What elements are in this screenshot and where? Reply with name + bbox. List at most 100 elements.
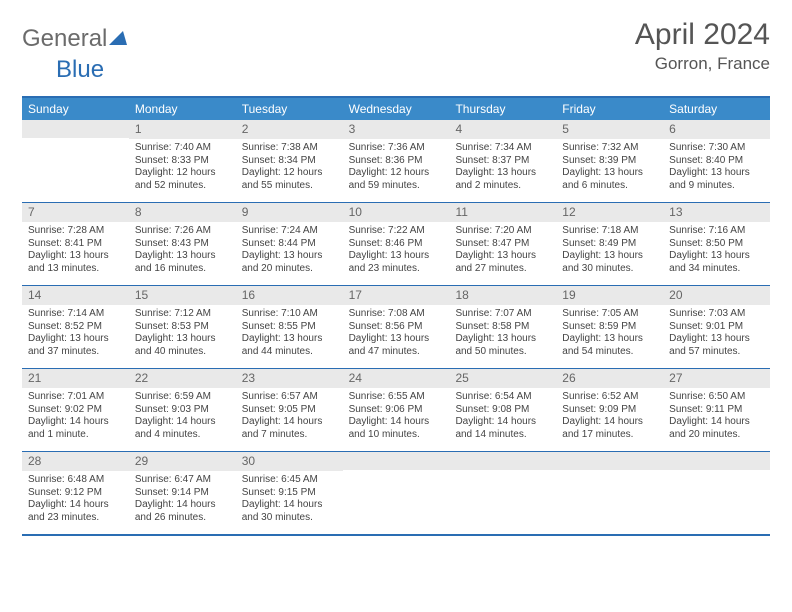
daylight-text: Daylight: 13 hours and 2 minutes. [455,167,550,192]
day-details: Sunrise: 7:14 AMSunset: 8:52 PMDaylight:… [22,305,129,362]
daylight-text: Daylight: 12 hours and 59 minutes. [349,167,444,192]
daylight-text: Daylight: 14 hours and 10 minutes. [349,416,444,441]
sunrise-text: Sunrise: 6:52 AM [562,391,657,404]
day-details: Sunrise: 7:03 AMSunset: 9:01 PMDaylight:… [663,305,770,362]
sunset-text: Sunset: 8:41 PM [28,238,123,251]
day-details: Sunrise: 6:59 AMSunset: 9:03 PMDaylight:… [129,388,236,445]
sunset-text: Sunset: 8:44 PM [242,238,337,251]
day-number: 11 [449,203,556,222]
sunset-text: Sunset: 9:05 PM [242,404,337,417]
day-number: 1 [129,120,236,139]
day-details: Sunrise: 7:40 AMSunset: 8:33 PMDaylight:… [129,139,236,196]
sunset-text: Sunset: 8:47 PM [455,238,550,251]
day-details: Sunrise: 7:32 AMSunset: 8:39 PMDaylight:… [556,139,663,196]
day-number: 10 [343,203,450,222]
calendar-day-cell: 13 Sunrise: 7:16 AMSunset: 8:50 PMDayligh… [663,203,770,285]
weekday-header-row: Sunday Monday Tuesday Wednesday Thursday… [22,98,770,120]
day-number: 4 [449,120,556,139]
day-number [343,452,450,470]
daylight-text: Daylight: 13 hours and 40 minutes. [135,333,230,358]
day-details: Sunrise: 6:45 AMSunset: 9:15 PMDaylight:… [236,471,343,528]
day-number: 29 [129,452,236,471]
calendar-day-cell: 10Sunrise: 7:22 AMSunset: 8:46 PMDayligh… [343,203,450,285]
calendar-day-cell: 22Sunrise: 6:59 AMSunset: 9:03 PMDayligh… [129,369,236,451]
daylight-text: Daylight: 13 hours and 54 minutes. [562,333,657,358]
sunrise-text: Sunrise: 6:50 AM [669,391,764,404]
day-details: Sunrise: 7:36 AMSunset: 8:36 PMDaylight:… [343,139,450,196]
calendar-day-cell: 11Sunrise: 7:20 AMSunset: 8:47 PMDayligh… [449,203,556,285]
day-details: Sunrise: 6:55 AMSunset: 9:06 PMDaylight:… [343,388,450,445]
sunset-text: Sunset: 8:58 PM [455,321,550,334]
calendar-week-row: 21Sunrise: 7:01 AMSunset: 9:02 PMDayligh… [22,369,770,452]
day-number: 6 [663,120,770,139]
daylight-text: Daylight: 13 hours and 20 minutes. [242,250,337,275]
sunrise-text: Sunrise: 7:26 AM [135,225,230,238]
calendar-day-cell: 2Sunrise: 7:38 AMSunset: 8:34 PMDaylight… [236,120,343,202]
logo-text-1: General [22,25,107,53]
day-details: Sunrise: 6:48 AMSunset: 9:12 PMDaylight:… [22,471,129,528]
day-number: 13 [663,203,770,222]
sunrise-text: Sunrise: 7:40 AM [135,142,230,155]
calendar-day-cell: 9Sunrise: 7:24 AMSunset: 8:44 PMDaylight… [236,203,343,285]
sunset-text: Sunset: 9:06 PM [349,404,444,417]
day-details: Sunrise: 7:24 AMSunset: 8:44 PMDaylight:… [236,222,343,279]
calendar: Sunday Monday Tuesday Wednesday Thursday… [22,96,770,536]
daylight-text: Daylight: 14 hours and 20 minutes. [669,416,764,441]
sunset-text: Sunset: 8:33 PM [135,155,230,168]
calendar-day-cell: 18Sunrise: 7:07 AMSunset: 8:58 PMDayligh… [449,286,556,368]
daylight-text: Daylight: 13 hours and 30 minutes. [562,250,657,275]
weekday-header: Friday [556,98,663,120]
calendar-week-row: 14Sunrise: 7:14 AMSunset: 8:52 PMDayligh… [22,286,770,369]
daylight-text: Daylight: 14 hours and 4 minutes. [135,416,230,441]
sunset-text: Sunset: 8:53 PM [135,321,230,334]
day-number: 21 [22,369,129,388]
sunset-text: Sunset: 9:01 PM [669,321,764,334]
calendar-day-cell: 30Sunrise: 6:45 AMSunset: 9:15 PMDayligh… [236,452,343,534]
daylight-text: Daylight: 13 hours and 27 minutes. [455,250,550,275]
day-number: 27 [663,369,770,388]
logo: General [22,18,127,54]
sunrise-text: Sunrise: 6:54 AM [455,391,550,404]
day-number: 12 [556,203,663,222]
sunset-text: Sunset: 8:56 PM [349,321,444,334]
day-details: Sunrise: 7:20 AMSunset: 8:47 PMDaylight:… [449,222,556,279]
day-number [22,120,129,138]
calendar-day-cell [556,452,663,534]
day-details: Sunrise: 6:47 AMSunset: 9:14 PMDaylight:… [129,471,236,528]
daylight-text: Daylight: 13 hours and 37 minutes. [28,333,123,358]
sunset-text: Sunset: 9:15 PM [242,487,337,500]
day-number: 3 [343,120,450,139]
sunrise-text: Sunrise: 7:16 AM [669,225,764,238]
daylight-text: Daylight: 13 hours and 44 minutes. [242,333,337,358]
sunrise-text: Sunrise: 7:24 AM [242,225,337,238]
calendar-day-cell: 16Sunrise: 7:10 AMSunset: 8:55 PMDayligh… [236,286,343,368]
day-details: Sunrise: 7:34 AMSunset: 8:37 PMDaylight:… [449,139,556,196]
day-number [663,452,770,470]
sunrise-text: Sunrise: 7:18 AM [562,225,657,238]
day-details: Sunrise: 7:28 AMSunset: 8:41 PMDaylight:… [22,222,129,279]
sunset-text: Sunset: 8:36 PM [349,155,444,168]
day-number: 2 [236,120,343,139]
daylight-text: Daylight: 13 hours and 34 minutes. [669,250,764,275]
calendar-day-cell: 19Sunrise: 7:05 AMSunset: 8:59 PMDayligh… [556,286,663,368]
calendar-day-cell [343,452,450,534]
day-details: Sunrise: 7:08 AMSunset: 8:56 PMDaylight:… [343,305,450,362]
sunset-text: Sunset: 8:37 PM [455,155,550,168]
day-details: Sunrise: 7:22 AMSunset: 8:46 PMDaylight:… [343,222,450,279]
weekday-header: Saturday [663,98,770,120]
calendar-day-cell: 1Sunrise: 7:40 AMSunset: 8:33 PMDaylight… [129,120,236,202]
sunrise-text: Sunrise: 7:32 AM [562,142,657,155]
calendar-week-row: 1Sunrise: 7:40 AMSunset: 8:33 PMDaylight… [22,120,770,203]
day-details: Sunrise: 7:05 AMSunset: 8:59 PMDaylight:… [556,305,663,362]
daylight-text: Daylight: 14 hours and 7 minutes. [242,416,337,441]
sunrise-text: Sunrise: 6:55 AM [349,391,444,404]
sunset-text: Sunset: 9:12 PM [28,487,123,500]
day-number: 9 [236,203,343,222]
day-number: 28 [22,452,129,471]
sunset-text: Sunset: 8:59 PM [562,321,657,334]
sunset-text: Sunset: 8:40 PM [669,155,764,168]
day-number: 8 [129,203,236,222]
calendar-day-cell: 17Sunrise: 7:08 AMSunset: 8:56 PMDayligh… [343,286,450,368]
sunset-text: Sunset: 8:50 PM [669,238,764,251]
sunrise-text: Sunrise: 7:30 AM [669,142,764,155]
